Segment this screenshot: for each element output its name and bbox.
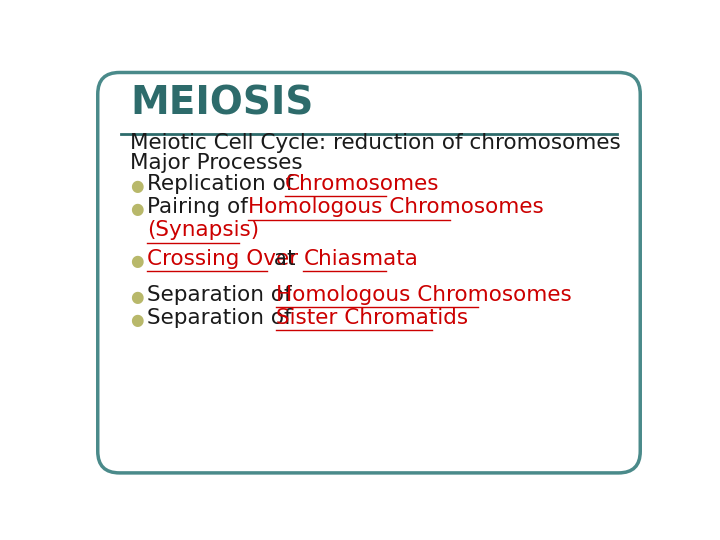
Text: Pairing of: Pairing of bbox=[148, 197, 255, 217]
Text: ●: ● bbox=[130, 202, 144, 217]
Text: ●: ● bbox=[130, 313, 144, 328]
Text: ●: ● bbox=[130, 179, 144, 194]
FancyBboxPatch shape bbox=[98, 72, 640, 473]
Text: MEIOSIS: MEIOSIS bbox=[130, 85, 314, 123]
Text: Sister Chromatids: Sister Chromatids bbox=[276, 308, 468, 328]
Text: Separation of: Separation of bbox=[148, 285, 299, 305]
Text: Crossing Over: Crossing Over bbox=[148, 249, 299, 269]
Text: Separation of: Separation of bbox=[148, 308, 299, 328]
Text: Chiasmata: Chiasmata bbox=[303, 249, 418, 269]
Text: Replication of: Replication of bbox=[148, 174, 301, 194]
Text: Homologous Chromosomes: Homologous Chromosomes bbox=[276, 285, 572, 305]
Text: ●: ● bbox=[130, 290, 144, 305]
Text: at: at bbox=[266, 249, 302, 269]
Text: Major Processes: Major Processes bbox=[130, 153, 303, 173]
Text: (Synapsis): (Synapsis) bbox=[148, 220, 259, 240]
Text: ●: ● bbox=[130, 254, 144, 269]
Text: Chromosomes: Chromosomes bbox=[285, 174, 439, 194]
Text: Homologous Chromosomes: Homologous Chromosomes bbox=[248, 197, 544, 217]
Text: Meiotic Cell Cycle: reduction of chromosomes: Meiotic Cell Cycle: reduction of chromos… bbox=[130, 133, 621, 153]
